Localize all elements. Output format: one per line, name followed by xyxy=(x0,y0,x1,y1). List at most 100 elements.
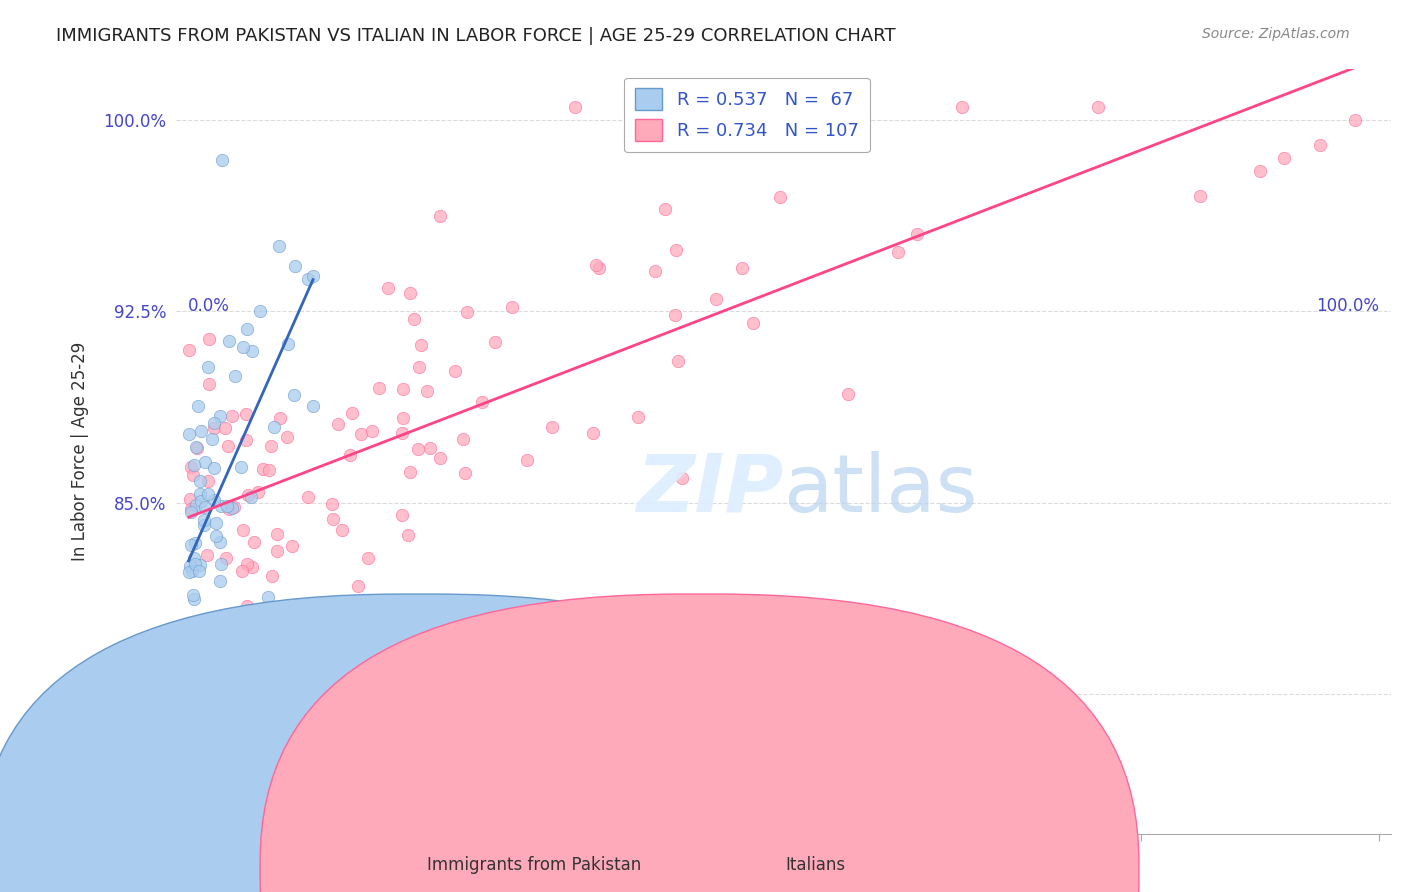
Point xyxy=(297,272,319,286)
Point xyxy=(180,505,202,519)
Point xyxy=(1272,151,1295,165)
Point xyxy=(276,430,298,444)
Point xyxy=(190,493,212,508)
Point xyxy=(224,500,246,514)
Point xyxy=(266,543,288,558)
Point xyxy=(181,468,204,483)
Point xyxy=(404,311,426,326)
Point xyxy=(208,653,231,667)
Point xyxy=(184,440,207,454)
Point xyxy=(231,564,253,578)
Point xyxy=(236,488,259,502)
Point xyxy=(198,376,221,391)
Point xyxy=(202,493,225,508)
Point xyxy=(274,601,297,615)
Point xyxy=(177,426,200,441)
Point xyxy=(208,535,231,549)
Point xyxy=(239,491,262,505)
Point xyxy=(267,239,290,253)
Point xyxy=(214,421,236,435)
Point xyxy=(644,264,666,278)
Point xyxy=(391,426,413,441)
Point xyxy=(198,640,221,654)
Point xyxy=(177,565,200,579)
Point xyxy=(197,474,219,488)
Point xyxy=(731,261,754,276)
Point xyxy=(197,487,219,501)
Point xyxy=(184,536,207,550)
Point xyxy=(391,508,413,523)
Point xyxy=(202,417,225,431)
Point xyxy=(429,209,451,223)
Point xyxy=(330,523,353,537)
Point xyxy=(247,484,270,499)
Point xyxy=(197,360,219,375)
Point xyxy=(209,558,232,572)
Point xyxy=(321,497,343,511)
Point xyxy=(232,523,254,537)
Point xyxy=(209,409,232,424)
Point xyxy=(188,475,211,489)
Point xyxy=(184,690,207,705)
Point xyxy=(204,516,226,530)
Point xyxy=(411,338,433,352)
Text: Source: ZipAtlas.com: Source: ZipAtlas.com xyxy=(1202,27,1350,41)
Point xyxy=(451,432,474,446)
Point xyxy=(905,227,928,242)
Point xyxy=(887,244,910,259)
Text: 100.0%: 100.0% xyxy=(1316,297,1379,315)
Point xyxy=(186,441,208,455)
Point xyxy=(516,453,538,467)
Point xyxy=(402,703,425,717)
Point xyxy=(214,551,236,566)
Point xyxy=(183,458,205,472)
Point xyxy=(301,268,323,283)
Point xyxy=(361,424,384,438)
Point xyxy=(391,410,413,425)
Point xyxy=(195,548,218,562)
Point xyxy=(342,406,364,420)
Point xyxy=(188,564,211,578)
Point xyxy=(262,568,284,582)
Point xyxy=(664,309,686,323)
Point xyxy=(209,500,232,514)
Point xyxy=(200,626,222,640)
Legend: R = 0.537   N =  67, R = 0.734   N = 107: R = 0.537 N = 67, R = 0.734 N = 107 xyxy=(624,78,869,153)
Point xyxy=(218,501,240,516)
Y-axis label: In Labor Force | Age 25-29: In Labor Force | Age 25-29 xyxy=(72,342,89,561)
Point xyxy=(211,153,233,168)
Point xyxy=(183,551,205,566)
Point xyxy=(180,502,202,516)
Point xyxy=(443,364,465,378)
Point xyxy=(1189,189,1212,203)
Point xyxy=(201,432,224,446)
Point xyxy=(769,190,792,204)
Point xyxy=(281,539,304,553)
Point xyxy=(302,399,325,413)
Point xyxy=(249,303,271,318)
Point xyxy=(179,558,201,573)
Point xyxy=(399,466,422,480)
Text: Italians: Italians xyxy=(786,856,845,874)
Point xyxy=(186,498,208,512)
Point xyxy=(224,369,246,384)
Point xyxy=(564,100,586,114)
Point xyxy=(218,615,240,630)
Point xyxy=(541,419,564,434)
Point xyxy=(277,337,299,351)
Point xyxy=(184,630,207,644)
Point xyxy=(454,466,477,480)
Point xyxy=(456,305,478,319)
Point xyxy=(209,574,232,588)
Point xyxy=(179,643,201,657)
Point xyxy=(215,500,238,514)
Point xyxy=(202,460,225,475)
Point xyxy=(284,602,307,616)
Point xyxy=(837,386,859,401)
Point xyxy=(260,439,283,453)
Point xyxy=(181,564,204,578)
Point xyxy=(190,425,212,439)
Text: 0.0%: 0.0% xyxy=(188,297,229,315)
Point xyxy=(396,528,419,542)
Point xyxy=(179,684,201,698)
